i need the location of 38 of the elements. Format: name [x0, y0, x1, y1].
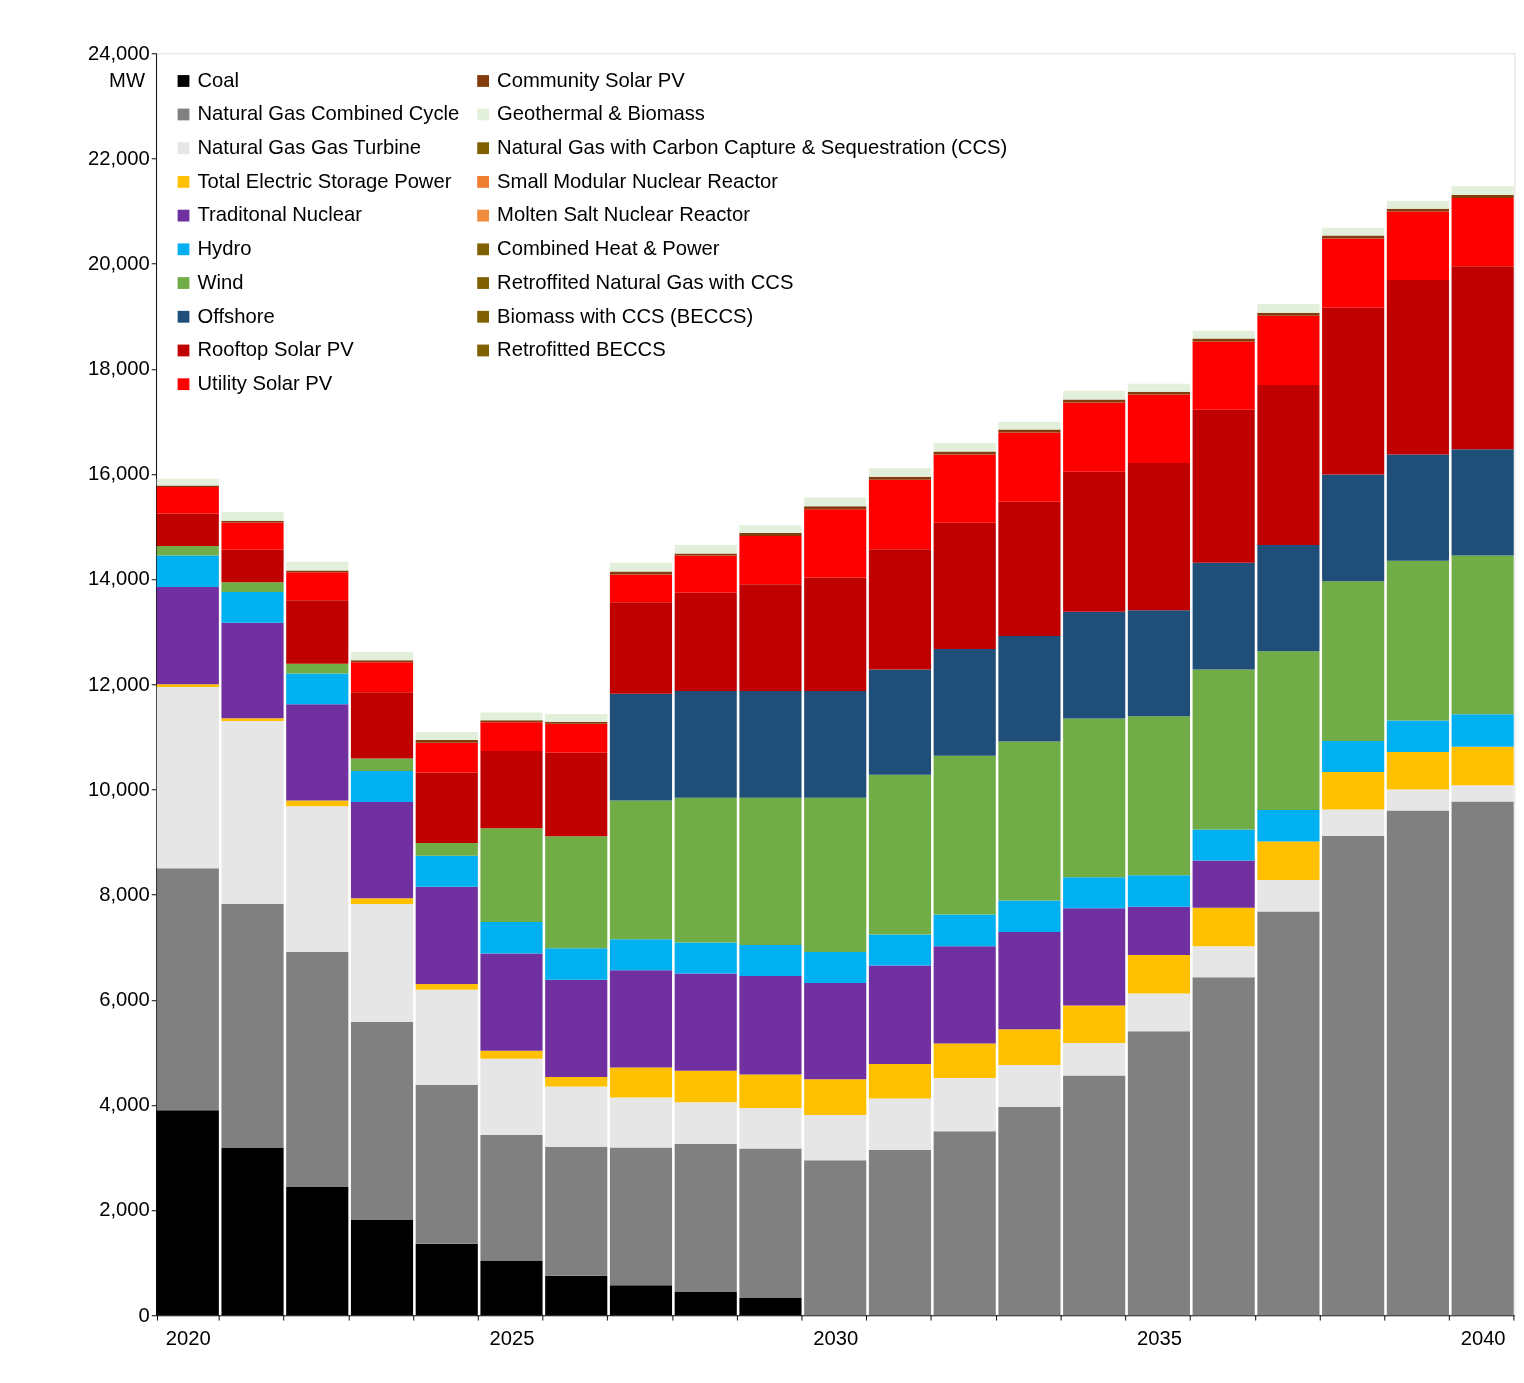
legend-label: Retrofitted BECCS [497, 338, 666, 361]
legend-label: Wind [197, 270, 244, 293]
legend-label: Retroffited Natural Gas with CCS [497, 270, 794, 293]
legend-label: Natural Gas with Carbon Capture & Sequestration (CCS) [497, 135, 1008, 158]
y-tick-label: 20,000 [87, 251, 150, 274]
legend-label: Traditonal Nuclear [197, 203, 363, 226]
legend-label: Utility Solar PV [197, 371, 333, 394]
legend-label: Total Electric Storage Power [197, 169, 452, 192]
y-tick-label: 12,000 [87, 672, 150, 695]
legend-label: Coal [197, 68, 240, 91]
legend-label: Community Solar PV [497, 68, 686, 91]
y-tick-label: 14,000 [87, 567, 150, 590]
y-tick-label: 0 [138, 1303, 150, 1326]
x-tick-label: 2030 [813, 1326, 859, 1349]
legend-label: Offshore [197, 304, 275, 327]
legend-label: Molten Salt Nuclear Reactor [497, 203, 751, 226]
legend-label: Natural Gas Gas Turbine [197, 135, 422, 158]
x-tick-label: 2040 [1460, 1326, 1506, 1349]
y-tick-label: 22,000 [87, 146, 150, 169]
legend-label: Rooftop Solar PV [197, 338, 355, 361]
legend-label: Biomass with CCS (BECCS) [497, 304, 754, 327]
x-tick-label: 2035 [1136, 1326, 1182, 1349]
x-tick-label: 2020 [165, 1326, 211, 1349]
y-axis-title: MW [109, 68, 146, 91]
legend-label: Hydro [197, 237, 252, 260]
legend-label: Geothermal & Biomass [497, 102, 705, 125]
legend-label: Small Modular Nuclear Reactor [497, 169, 779, 192]
y-tick-label: 10,000 [87, 777, 150, 800]
y-tick-label: 2,000 [99, 1198, 150, 1221]
y-tick-label: 6,000 [99, 988, 150, 1011]
legend-label: Combined Heat & Power [497, 237, 720, 260]
legend-label: Natural Gas Combined Cycle [197, 102, 460, 125]
y-tick-label: 18,000 [87, 357, 150, 380]
x-tick-label: 2025 [489, 1326, 535, 1349]
y-tick-label: 8,000 [99, 882, 150, 905]
y-tick-label: 24,000 [87, 41, 150, 64]
y-tick-label: 16,000 [87, 462, 150, 485]
y-tick-label: 4,000 [99, 1093, 150, 1116]
